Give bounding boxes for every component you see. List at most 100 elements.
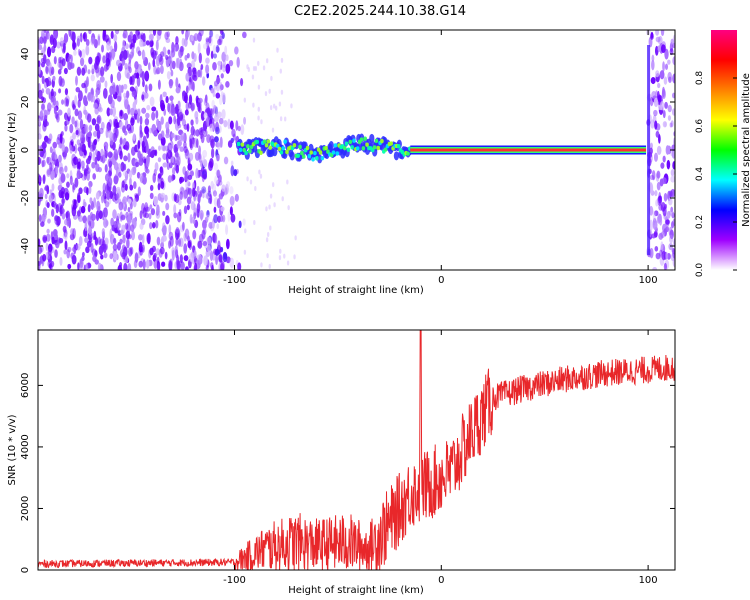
heatmap-cell [272,103,276,109]
track-core [380,138,384,144]
heatmap-cell [104,237,109,246]
heatmap-cell [153,195,159,206]
heatmap-cell [179,176,183,185]
heatmap-cell [47,102,52,112]
heatmap-cell [38,65,41,74]
heatmap-cell [92,151,96,162]
track-core [311,157,315,162]
heatmap-cell [69,233,75,241]
heatmap-cell [88,180,93,188]
heatmap-cell [243,249,247,255]
heatmap-cell [59,256,63,266]
heatmap-cell [234,193,239,202]
heatmap-cell [214,234,218,244]
heatmap-cell [254,65,258,71]
heatmap-cell [114,30,120,35]
track-core [283,139,287,144]
heatmap-cell [151,111,156,121]
heatmap-cell [219,81,223,92]
heatmap-cell [141,202,145,214]
heatmap-cell [209,250,214,262]
heatmap-cell [672,161,675,170]
heatmap-cell [74,120,78,128]
heatmap-cell [77,262,80,270]
heatmap-cell [193,212,197,220]
x-tick-label: -100 [223,275,246,286]
track-core [376,145,381,151]
x-tick-label: 0 [438,275,444,286]
heatmap-cell [44,193,48,200]
heatmap-cell [156,236,161,246]
heatmap-cell [44,184,49,191]
heatmap-cell [243,116,247,125]
heatmap-cell [137,50,142,57]
heatmap-cell [155,55,161,67]
heatmap-cell [209,158,214,169]
heatmap-cell [218,95,223,106]
heatmap-cell [279,248,282,254]
y-tick-label: -20 [20,190,31,206]
track-core [361,146,366,151]
heatmap-cell [151,106,157,112]
heatmap-cell [130,115,135,124]
heatmap-cell [120,214,126,221]
heatmap-cell [171,155,175,164]
heatmap-cell [179,146,185,152]
heatmap-cell [132,133,136,142]
x-tick-label: 100 [639,575,658,586]
y-tick-label: 0 [20,147,31,153]
heatmap-cell [663,192,668,202]
heatmap-cell [660,241,664,251]
heatmap-cell [74,108,79,117]
heatmap-cell [136,113,140,124]
heatmap-cell [189,253,194,262]
heatmap-cell [660,202,666,212]
heatmap-cell [649,205,654,216]
heatmap-cell [40,61,45,68]
heatmap-cell [64,192,70,201]
heatmap-cell [162,235,167,242]
heatmap-cell [260,262,263,268]
heatmap-cell [83,168,88,177]
heatmap-cell [105,57,111,67]
heatmap-cell [144,125,150,135]
heatmap-cell [131,90,136,98]
heatmap-cell [181,90,187,97]
snr-y-label: SNR (10 * v/v) [7,414,18,485]
heatmap-cell [155,69,160,75]
heatmap-cell [45,233,51,242]
heatmap-cell [217,38,222,46]
heatmap-cell [124,222,129,230]
heatmap-cell [45,87,51,95]
heatmap-cell [77,194,81,204]
heatmap-cell [670,188,675,198]
heatmap-cell [223,120,228,128]
heatmap-cell [223,156,229,165]
track-core [309,150,314,155]
heatmap-cell [183,205,188,215]
heatmap-cell [94,156,98,166]
heatmap-cell [165,54,169,60]
heatmap-cell [46,76,52,86]
heatmap-cell [209,193,213,205]
heatmap-cell [149,204,153,210]
heatmap-cell [52,91,57,97]
heatmap-cell [217,240,221,250]
heatmap-cell [152,172,156,183]
heatmap-cell [127,233,132,240]
heatmap-cell [100,121,105,131]
heatmap-cell [64,165,68,173]
heatmap-cell [159,56,164,66]
track-core [355,146,360,151]
heatmap-cell [75,129,79,136]
heatmap-cell [70,228,75,236]
heatmap-cell [191,187,196,198]
heatmap-cell [130,246,134,255]
heatmap-cell [45,242,49,252]
heatmap-cell [155,109,159,119]
track-halo [328,140,334,150]
heatmap-cell [93,138,98,146]
heatmap-cell [77,161,81,171]
spectrogram-cells [38,30,675,270]
heatmap-cell [38,83,41,92]
